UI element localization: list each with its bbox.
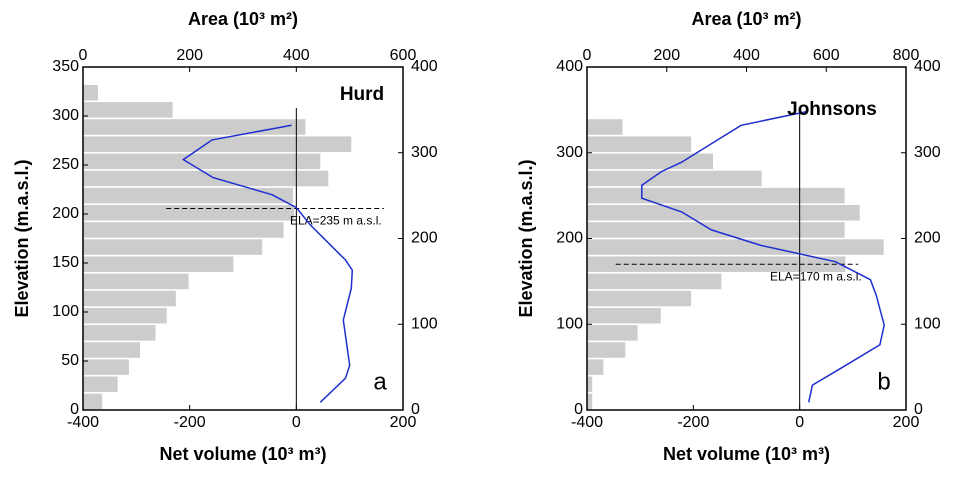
y2-tick-label: 300 [411,144,438,161]
net-volume-line [641,110,885,403]
x2-axis-title: Area (10³ m²) [188,9,298,29]
y-tick-label: 150 [52,254,79,271]
y2-tick-label: 0 [411,401,420,418]
y-tick-label: 100 [52,303,79,320]
x-tick-label: 0 [795,414,804,431]
y-axis-title: Elevation (m.a.s.l.) [12,159,32,317]
area-bar [83,307,167,324]
x-tick-label: 200 [893,414,920,431]
area-bar [83,222,284,238]
x-tick-label: -400 [571,414,603,431]
x-tick-label: -400 [67,414,99,431]
area-bar [83,119,306,135]
x-tick-label: -200 [174,414,206,431]
ela-label: ELA=170 m a.s.l. [770,269,862,283]
area-bar [587,359,604,375]
area-bar [83,325,156,341]
x-axis-title: Net volume (10³ m³) [663,444,830,464]
y-tick-label: 0 [70,401,79,418]
y-tick-label: 200 [556,230,583,247]
panel-label: b [877,368,890,395]
x2-tick-label: 800 [893,47,920,64]
ela-label: ELA=235 m a.s.l. [290,214,382,228]
x2-tick-label: 600 [390,47,417,64]
x2-tick-label: 0 [79,47,88,64]
area-bar [587,307,661,324]
x2-tick-label: 0 [583,47,592,64]
area-bar [83,376,118,393]
y-tick-label: 350 [52,58,79,75]
y-axis-title: Elevation (m.a.s.l.) [516,159,536,317]
area-bar [83,342,141,358]
y2-tick-label: 400 [914,58,941,75]
y-tick-label: 300 [52,107,79,124]
area-bar [83,273,189,290]
y-tick-label: 200 [52,205,79,222]
area-bar [587,342,626,358]
y2-tick-label: 300 [914,144,941,161]
area-bar [83,187,294,204]
area-bar [83,359,129,375]
area-bar [587,376,593,393]
x2-tick-label: 200 [176,47,203,64]
x2-tick-label: 600 [813,47,840,64]
y-tick-label: 300 [556,144,583,161]
y-tick-label: 0 [574,401,583,418]
y-tick-label: 250 [52,156,79,173]
area-bar [83,256,234,272]
area-bar [587,119,623,135]
area-bar [83,393,103,410]
y2-tick-label: 0 [914,401,923,418]
y2-tick-label: 400 [411,58,438,75]
y-tick-label: 100 [556,315,583,332]
area-bar [587,222,845,238]
x-tick-label: 0 [292,414,301,431]
x-tick-label: 200 [390,414,417,431]
net-volume-line [181,124,354,403]
y-tick-label: 50 [61,352,79,369]
x-tick-label: -200 [677,414,709,431]
panel-label: a [373,368,387,395]
plot-frame [82,66,404,411]
x2-axis-title: Area (10³ m²) [691,9,801,29]
area-bar [83,136,352,152]
panel-title: Hurd [340,84,384,105]
y2-tick-label: 100 [914,315,941,332]
area-bar [587,239,884,255]
area-bar [587,290,692,307]
area-bar [83,205,295,221]
y-tick-label: 400 [556,58,583,75]
area-bar [83,102,173,118]
area-bar [587,153,714,170]
x2-tick-label: 400 [733,47,760,64]
area-bar [587,187,845,204]
area-bar [83,290,176,307]
area-bar [587,136,692,152]
x-axis-title: Net volume (10³ m³) [159,444,326,464]
area-bar [587,170,762,187]
y2-tick-label: 200 [411,230,438,247]
area-bar [83,153,321,170]
y2-tick-label: 100 [411,315,438,332]
area-bar [587,325,638,341]
area-bar [83,84,98,101]
area-bar [587,273,722,290]
area-bar [83,239,263,255]
area-bar [587,205,860,221]
panel-title: Johnsons [787,99,877,120]
x2-tick-label: 400 [283,47,310,64]
area-bar [587,393,593,410]
area-bar [83,170,329,187]
x2-tick-label: 200 [653,47,680,64]
y2-tick-label: 200 [914,230,941,247]
